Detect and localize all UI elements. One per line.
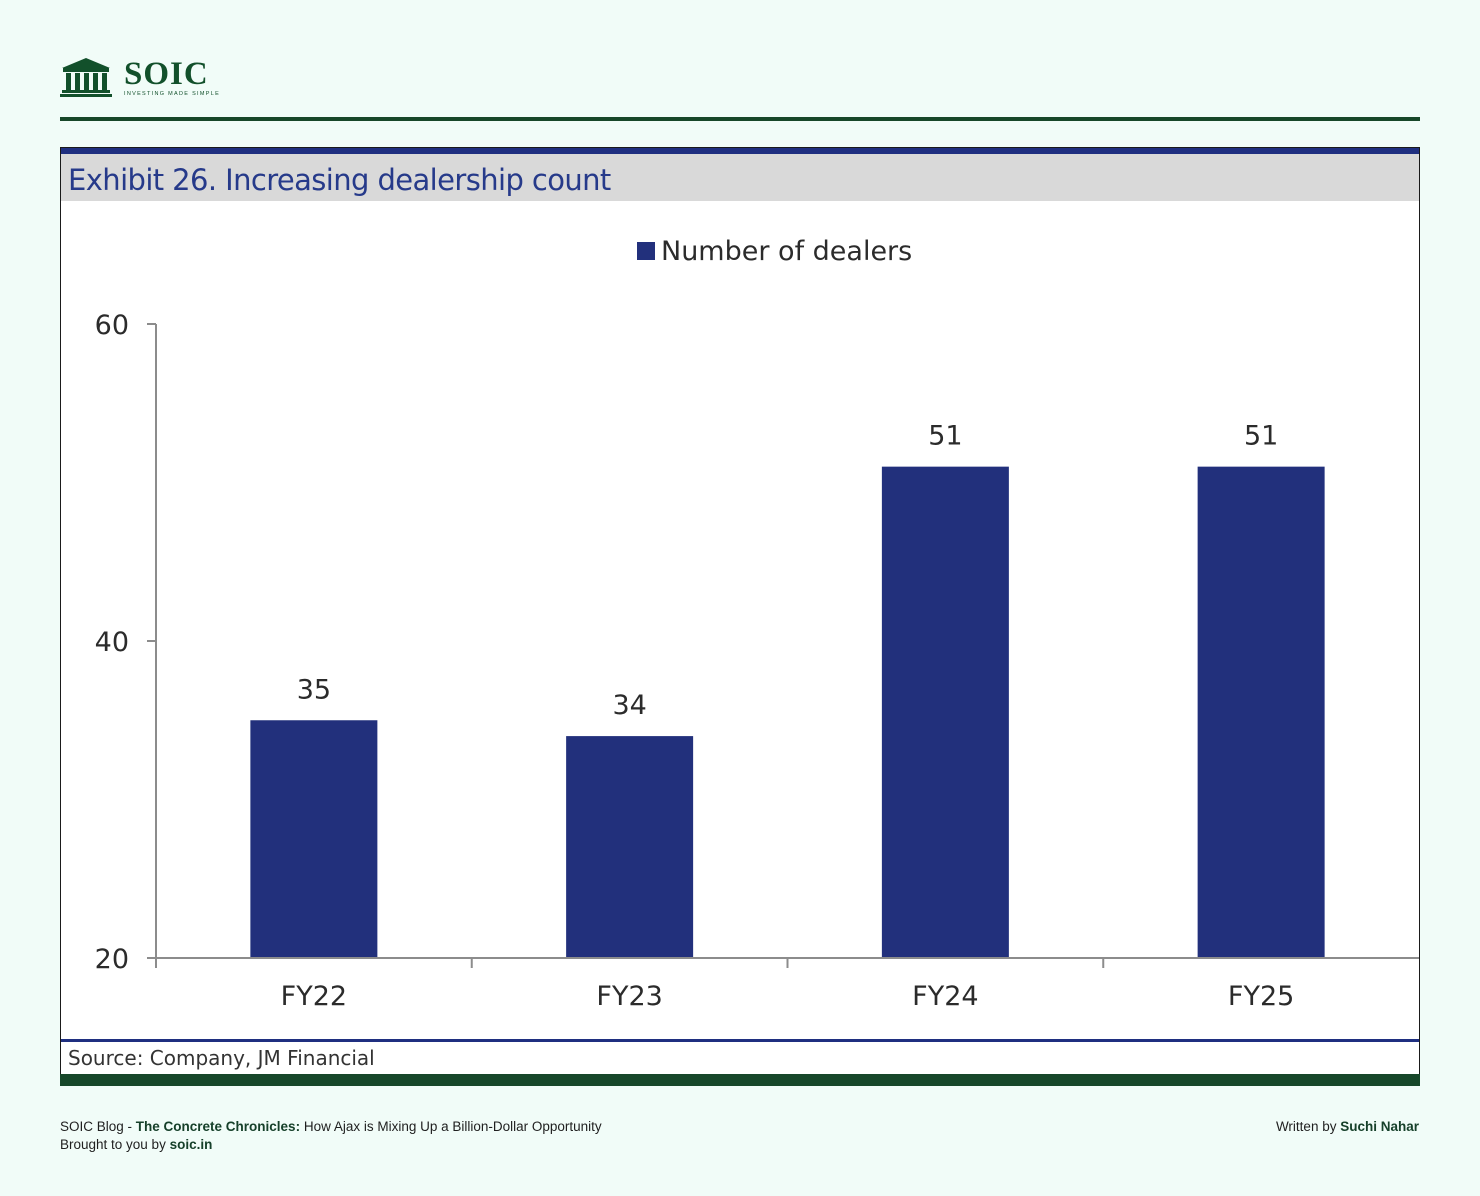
logo-wordmark: SOIC	[124, 56, 209, 92]
source-note: Source: Company, JM Financial	[68, 1046, 375, 1070]
footer-blog-line: SOIC Blog - The Concrete Chronicles: How…	[60, 1118, 602, 1136]
legend-label: Number of dealers	[661, 236, 912, 267]
header-divider	[60, 117, 1420, 121]
footer-written-prefix: Written by	[1275, 1119, 1341, 1134]
logo-tagline: INVESTING MADE SIMPLE	[124, 91, 221, 97]
footer-brought-prefix: Brought to you by	[60, 1137, 170, 1152]
legend-swatch	[637, 242, 655, 260]
source-divider	[61, 1039, 1419, 1042]
footer-blog-title: How Ajax is Mixing Up a Billion-Dollar O…	[300, 1119, 602, 1134]
footer-author-info: Written by Suchi Nahar	[1276, 1118, 1419, 1136]
y-tick-label-20: 20	[95, 944, 129, 975]
exhibit-top-bar	[61, 148, 1419, 154]
exhibit-title-band: Exhibit 26. Increasing dealership count	[61, 154, 1419, 201]
data-label-fy25: 51	[1244, 421, 1278, 452]
bar-fy24	[881, 466, 1009, 958]
exhibit-bottom-bar	[60, 1074, 1420, 1086]
bar-fy23	[566, 736, 694, 958]
footer-blog-series: The Concrete Chronicles:	[135, 1119, 301, 1134]
x-tick-label-fy24: FY24	[912, 981, 978, 1012]
data-label-fy23: 34	[612, 690, 646, 721]
y-tick-label-60: 60	[95, 310, 129, 341]
bank-building-icon	[60, 58, 112, 97]
soic-logo: SOIC INVESTING MADE SIMPLE	[60, 58, 220, 100]
bar-chart: Number of dealers 35 FY22 34 FY23 51 FY24 51 FY2…	[95, 236, 1419, 1012]
bar-fy25	[1197, 466, 1325, 958]
bar-fy22	[250, 720, 378, 958]
exhibit-title: Exhibit 26. Increasing dealership count	[68, 163, 611, 197]
x-tick-label-fy25: FY25	[1228, 981, 1294, 1012]
footer-blog-prefix: SOIC Blog -	[60, 1119, 136, 1134]
footer-author: Suchi Nahar	[1340, 1119, 1419, 1134]
y-tick-label-40: 40	[95, 627, 129, 658]
exhibit-panel: Exhibit 26. Increasing dealership count …	[60, 147, 1420, 1086]
data-label-fy22: 35	[297, 674, 331, 705]
x-tick-label-fy22: FY22	[281, 981, 347, 1012]
footer-site-link[interactable]: soic.in	[169, 1137, 213, 1152]
data-label-fy24: 51	[928, 421, 962, 452]
x-tick-label-fy23: FY23	[596, 981, 662, 1012]
footer-brought-line: Brought to you by soic.in	[60, 1136, 602, 1154]
footer-blog-info: SOIC Blog - The Concrete Chronicles: How…	[60, 1118, 602, 1154]
